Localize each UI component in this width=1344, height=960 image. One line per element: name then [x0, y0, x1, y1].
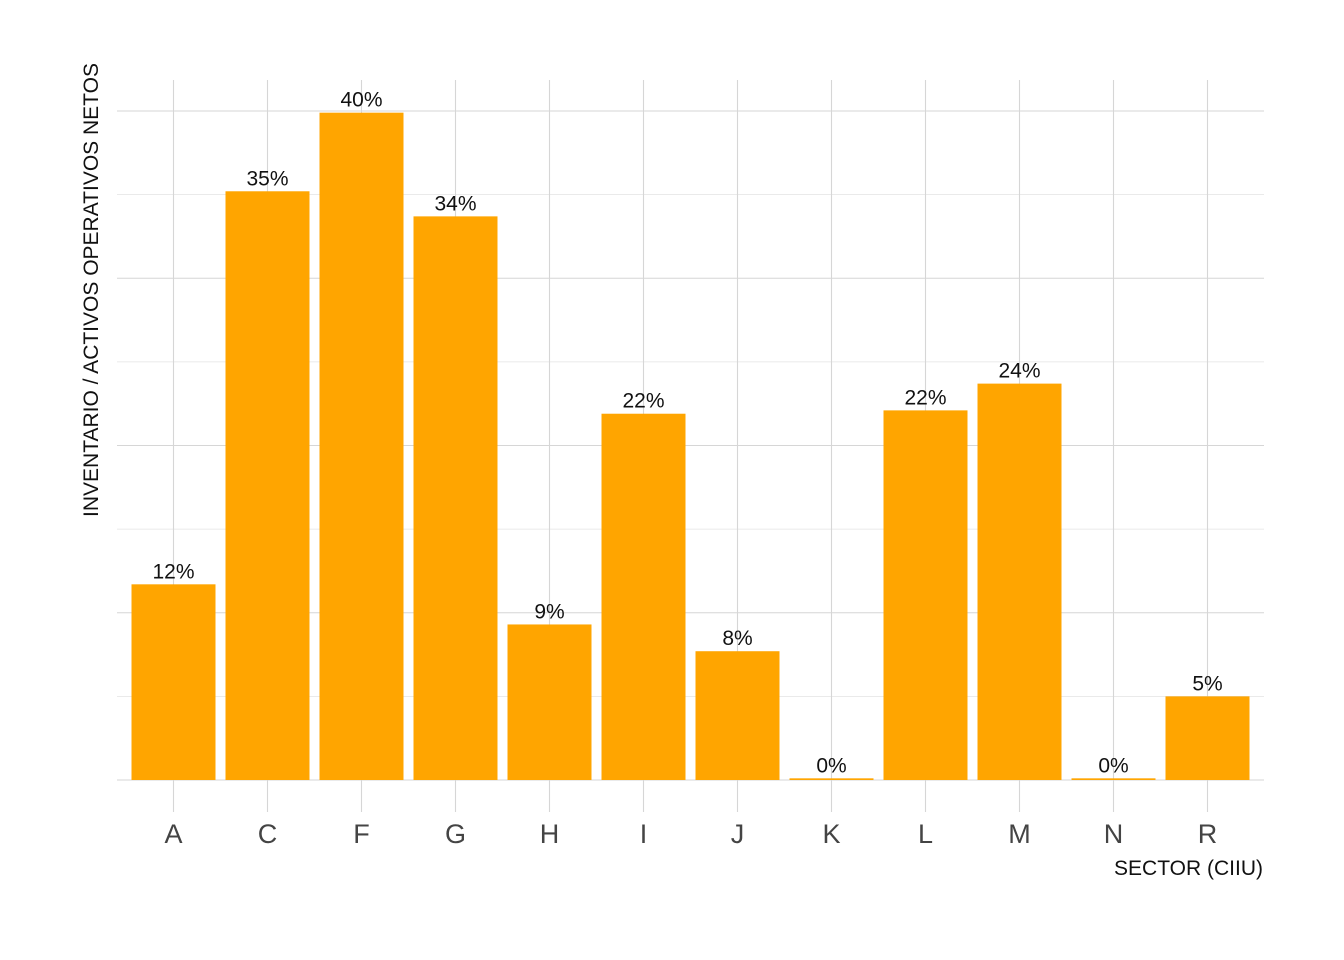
- x-tick-label-H: H: [540, 819, 560, 849]
- data-label-G: 34%: [434, 192, 476, 215]
- x-tick-label-C: C: [258, 819, 278, 849]
- data-label-N: 0%: [1098, 754, 1128, 777]
- bar-I: [601, 413, 686, 780]
- bar-F: [319, 112, 404, 781]
- data-label-M: 24%: [998, 360, 1040, 383]
- bar-J: [695, 651, 780, 780]
- x-tick-label-J: J: [731, 819, 745, 849]
- x-tick-label-G: G: [445, 819, 466, 849]
- data-label-I: 22%: [622, 390, 664, 413]
- bar-G: [413, 216, 498, 780]
- data-labels: 12% 35% 40% 34% 9% 22% 8% 0% 22% 24% 0% 5%: [152, 89, 1222, 778]
- data-label-H: 9%: [534, 600, 564, 623]
- y-axis-title: INVENTARIO / ACTIVOS OPERATIVOS NETOS: [80, 63, 103, 517]
- x-tick-label-N: N: [1104, 819, 1124, 849]
- x-tick-label-L: L: [918, 819, 933, 849]
- data-label-R: 5%: [1192, 672, 1222, 695]
- data-label-K: 0%: [816, 754, 846, 777]
- data-label-A: 12%: [152, 560, 194, 583]
- bar-L: [883, 410, 968, 780]
- x-tick-label-A: A: [164, 819, 182, 849]
- bars: [131, 112, 1250, 781]
- x-tick-label-K: K: [822, 819, 840, 849]
- x-tick-label-M: M: [1008, 819, 1031, 849]
- data-label-C: 35%: [246, 167, 288, 190]
- x-tick-label-R: R: [1198, 819, 1218, 849]
- bar-H: [507, 624, 592, 780]
- bar-A: [131, 584, 216, 780]
- x-tick-label-F: F: [353, 819, 370, 849]
- x-axis-title: SECTOR (CIIU): [1114, 857, 1263, 880]
- x-tick-label-I: I: [640, 819, 648, 849]
- bar-R: [1165, 696, 1250, 780]
- bar-C: [225, 191, 310, 780]
- bar-M: [977, 383, 1062, 780]
- data-label-J: 8%: [722, 627, 752, 650]
- data-label-L: 22%: [904, 386, 946, 409]
- bar-N: [1071, 778, 1156, 780]
- data-label-F: 40%: [340, 89, 382, 112]
- bar-K: [789, 778, 874, 780]
